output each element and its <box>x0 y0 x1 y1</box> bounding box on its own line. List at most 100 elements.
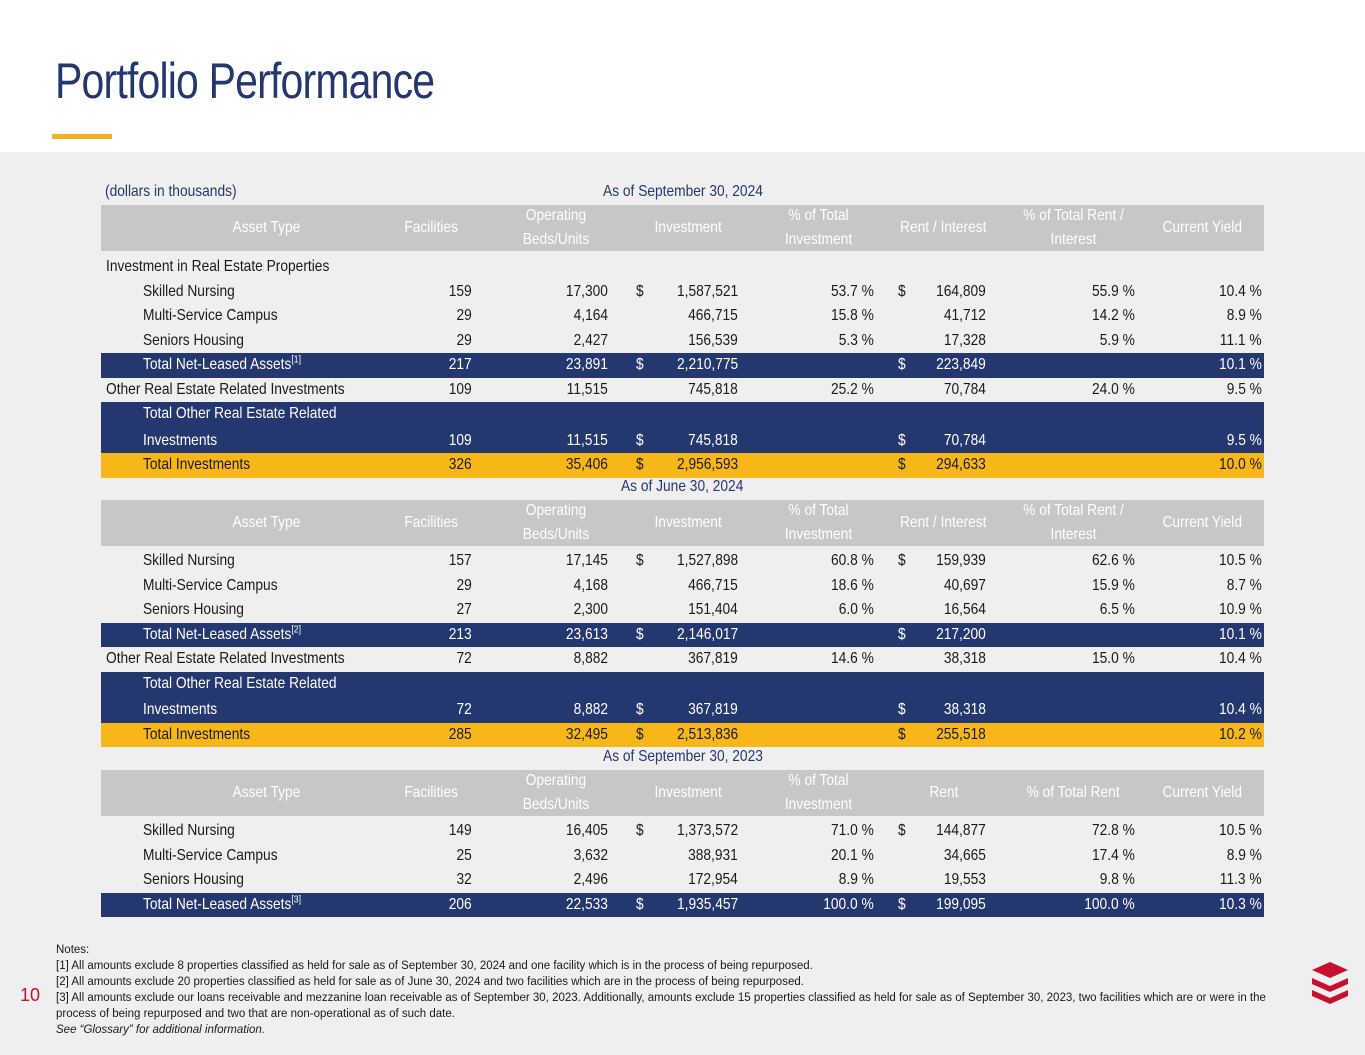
column-header: Investment <box>631 770 746 816</box>
notes-heading: Notes: <box>56 944 90 956</box>
column-header-text: Investment <box>654 514 723 531</box>
cell-beds-text: 4,164 <box>573 307 608 324</box>
row-label-text: Multi-Service Campus <box>143 846 278 864</box>
cell-pct-rent: 9.8 % <box>1001 868 1135 893</box>
cell-pct-rent-text: 15.9 % <box>1092 576 1135 594</box>
cell-investment: 1,527,898 <box>641 549 738 574</box>
cell-rent-text: 34,665 <box>943 846 986 864</box>
row-label-line2: Investments <box>143 698 473 723</box>
cell-yield-text: 10.4 % <box>1219 650 1262 667</box>
column-header: % of Total Rent / Interest <box>1001 500 1146 546</box>
cell-pct-inv: 18.6 % <box>761 574 874 599</box>
cell-pct-inv-text: 71.0 % <box>831 822 874 839</box>
cell-beds: 4,164 <box>501 304 608 329</box>
cell-rent-text: 16,564 <box>943 601 986 618</box>
cell-pct-inv-text: 100.0 % <box>823 895 874 913</box>
cell-investment: 2,513,836 <box>641 723 738 748</box>
row-label-text: Seniors Housing <box>143 871 244 888</box>
row-label-text: Investment in Real Estate Properties <box>106 258 330 275</box>
cell-facilities-text: 213 <box>449 625 472 643</box>
cell-investment-text: 367,819 <box>688 650 738 667</box>
cell-rent-text: 294,633 <box>936 456 986 473</box>
row-label-text: Total Net-Leased Assets[3] <box>143 894 301 913</box>
cell-pct-inv: 71.0 % <box>761 819 874 844</box>
cell-beds-text: 8,882 <box>573 701 608 718</box>
column-header: Investment <box>631 500 746 546</box>
title-underline <box>52 134 112 139</box>
cell-beds: 32,495 <box>501 723 608 748</box>
cell-yield: 10.4 % <box>1141 647 1262 672</box>
cell-facilities-text: 29 <box>456 576 472 594</box>
cell-inv-dollar: $ <box>636 429 648 454</box>
cell-rent-text: 38,318 <box>943 650 986 667</box>
glossary-note: See “Glossary” for additional informatio… <box>56 1024 266 1036</box>
row-label-text: Other Real Estate Related Investments <box>106 380 345 398</box>
column-header-text: Investment <box>654 219 723 236</box>
notes: Notes: [1] All amounts exclude 8 propert… <box>56 942 1306 1038</box>
column-header-text: Rent / Interest <box>900 514 987 531</box>
row-label: Skilled Nursing <box>143 549 473 574</box>
cell-beds-text: 32,495 <box>565 725 608 743</box>
cell-pct-inv-text: 6.0 % <box>838 601 874 618</box>
table-row: Skilled Nursing 157 17,145 $1,527,898 60.8 %… <box>101 549 1264 574</box>
cell-yield: 11.3 % <box>1141 868 1262 893</box>
cell-facilities-text: 32 <box>456 871 472 888</box>
column-header-text: Rent <box>928 784 959 801</box>
cell-yield: 8.7 % <box>1141 574 1262 599</box>
page-header <box>0 0 1365 152</box>
page-title: Portfolio Performance <box>55 53 435 109</box>
cell-pct-inv-text: 15.8 % <box>831 307 874 324</box>
cell-beds-text: 8,882 <box>573 650 608 667</box>
column-header: % of Total Investment <box>761 205 876 251</box>
cell-beds-text: 35,406 <box>565 456 608 473</box>
cell-beds: 16,405 <box>501 819 608 844</box>
table-row: Total Other Real Estate Related Investmen… <box>101 402 1264 453</box>
cell-pct-inv: 25.2 % <box>761 378 874 403</box>
cell-rent-dollar: $ <box>898 819 910 844</box>
row-label-text: Skilled Nursing <box>143 282 235 300</box>
table-row: Other Real Estate Related Investments 72 8… <box>101 647 1264 672</box>
cell-yield: 8.9 % <box>1141 844 1262 869</box>
column-header: % of Total Rent / Interest <box>1001 205 1146 251</box>
row-label: Total Net-Leased Assets[3] <box>143 893 473 918</box>
cell-beds: 11,515 <box>501 429 608 454</box>
cell-inv-dollar-text: $ <box>636 282 644 300</box>
cell-rent-dollar: $ <box>898 453 910 478</box>
cell-pct-rent: 55.9 % <box>1001 280 1135 305</box>
table-row: Multi-Service Campus 25 3,632 388,931 20.1 %… <box>101 844 1264 869</box>
cell-beds: 8,882 <box>501 647 608 672</box>
cell-investment: 151,404 <box>641 598 738 623</box>
cell-rent: 38,318 <box>901 698 986 723</box>
section-heading: As of June 30, 2024 <box>101 478 1264 496</box>
cell-inv-dollar-text: $ <box>636 456 644 473</box>
cell-investment-text: 172,954 <box>688 871 738 888</box>
cell-rent: 17,328 <box>901 329 986 354</box>
cell-beds: 35,406 <box>501 453 608 478</box>
cell-inv-dollar: $ <box>636 549 648 574</box>
row-label: Investment in Real Estate Properties <box>106 255 436 280</box>
cell-beds-text: 17,300 <box>565 282 608 300</box>
cell-pct-inv: 8.9 % <box>761 868 874 893</box>
cell-inv-dollar-text: $ <box>636 895 644 913</box>
table-row: Multi-Service Campus 29 4,164 466,715 15.8 %… <box>101 304 1264 329</box>
cell-yield: 10.2 % <box>1141 723 1262 748</box>
units-note-text: (dollars in thousands) <box>105 183 237 200</box>
cell-facilities-text: 72 <box>456 701 472 718</box>
cell-rent: 41,712 <box>901 304 986 329</box>
row-label-text: Skilled Nursing <box>143 822 235 839</box>
cell-rent-text: 40,697 <box>943 576 986 594</box>
cell-yield: 10.5 % <box>1141 549 1262 574</box>
cell-rent: 19,553 <box>901 868 986 893</box>
column-header-text: % of Total Investment <box>784 207 853 248</box>
cell-investment-text: 1,935,457 <box>676 895 738 913</box>
cell-investment: 2,956,593 <box>641 453 738 478</box>
cell-yield-text: 10.2 % <box>1219 725 1262 743</box>
cell-rent: 164,809 <box>901 280 986 305</box>
cell-investment-text: 2,146,017 <box>676 625 738 643</box>
cell-beds-text: 2,496 <box>573 871 608 888</box>
cell-inv-dollar: $ <box>636 623 648 648</box>
cell-investment: 367,819 <box>641 698 738 723</box>
cell-rent-text: 41,712 <box>943 307 986 324</box>
cell-facilities: 27 <box>431 598 472 623</box>
cell-investment-text: 367,819 <box>688 701 738 718</box>
